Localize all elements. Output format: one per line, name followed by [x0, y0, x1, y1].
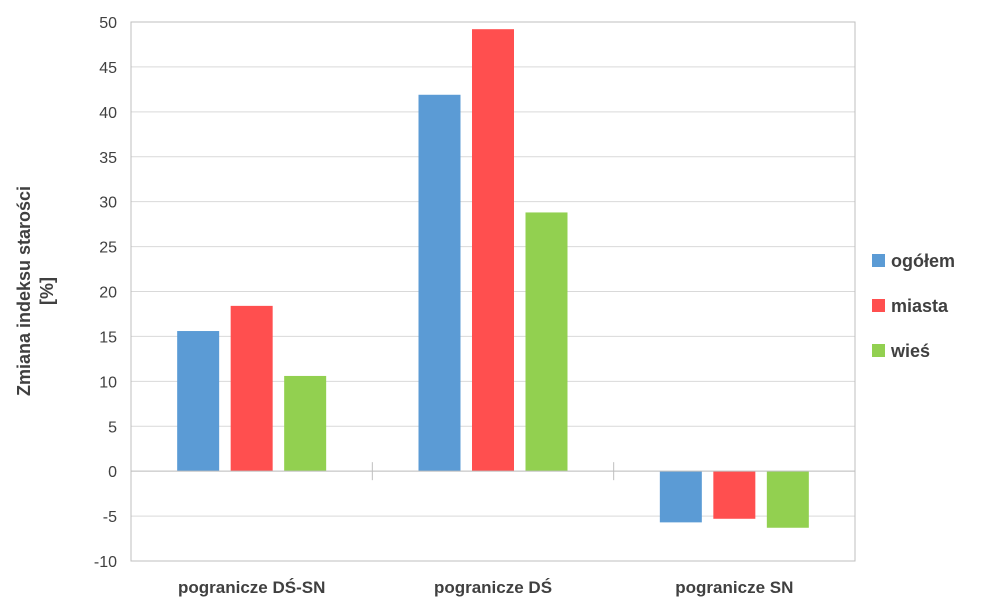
- y-tick-label: 30: [99, 195, 117, 212]
- bar-3-category-3: [766, 471, 809, 528]
- legend-swatch: [872, 344, 885, 357]
- y-tick-label: 10: [99, 374, 117, 391]
- y-tick-label: 50: [99, 15, 117, 32]
- bar-1-category-3: [659, 471, 702, 523]
- legend-swatch: [872, 299, 885, 312]
- y-tick-label: 35: [99, 150, 117, 167]
- y-tick-label: 20: [99, 285, 117, 302]
- bar-2-category-3: [713, 471, 756, 519]
- y-axis-title-line-1: Zmiana indeksu starości: [14, 186, 34, 396]
- bar-1-category-1: [177, 331, 220, 472]
- plot-area-frame: [130, 21, 856, 562]
- x-category-label: pogranicze SN: [675, 578, 793, 597]
- bar-2-category-1: [230, 305, 273, 472]
- category-dividers: [371, 462, 615, 481]
- y-tick-label: -10: [94, 554, 117, 571]
- bar-3-category-1: [284, 375, 327, 472]
- legend-label: ogółem: [891, 251, 955, 271]
- x-category-label: pogranicze DŚ: [434, 578, 552, 597]
- legend: ogółem miasta wieś: [872, 251, 955, 361]
- x-axis-category-labels: pogranicze DŚ-SN pogranicze DŚ pogranicze …: [178, 578, 793, 597]
- legend-label: miasta: [891, 296, 949, 316]
- y-tick-label: 5: [108, 419, 117, 436]
- y-tick-label: 45: [99, 60, 117, 77]
- bar-1-category-2: [418, 94, 461, 472]
- bar-2-category-2: [472, 29, 514, 472]
- y-tick-label: -5: [103, 509, 117, 526]
- y-tick-label: 25: [99, 240, 117, 257]
- y-axis-title-line-2: [%]: [37, 277, 57, 305]
- legend-swatch: [872, 254, 885, 267]
- y-tick-label: 0: [108, 464, 117, 481]
- bars: [177, 29, 809, 528]
- y-tick-label: 15: [99, 329, 117, 346]
- x-category-label: pogranicze DŚ-SN: [178, 578, 325, 597]
- y-tick-label: 40: [99, 105, 117, 122]
- bar-3-category-2: [525, 212, 568, 472]
- legend-label: wieś: [890, 341, 930, 361]
